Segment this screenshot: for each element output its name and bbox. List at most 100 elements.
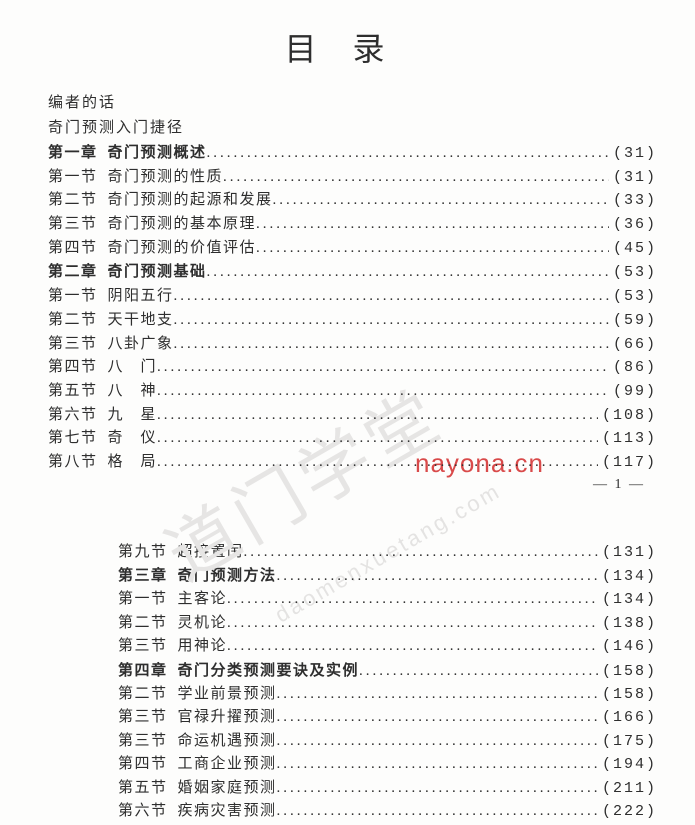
toc-page-number: (31): [609, 142, 657, 166]
toc-label: 第二节: [118, 612, 178, 635]
toc-row: 第九节超接置闰 (131): [118, 541, 657, 564]
toc-leader-dots: [157, 380, 609, 395]
toc-label: 第二节: [48, 309, 108, 333]
toc-leader-dots: [227, 635, 598, 650]
toc-leader-dots: [244, 541, 598, 556]
toc-label: 第三章: [118, 564, 178, 587]
toc-leader-dots: [227, 612, 598, 627]
toc-label: 第三节: [118, 730, 178, 753]
toc-text: 疾病灾害预测: [178, 800, 277, 823]
toc-label: 第七节: [48, 427, 108, 451]
toc-page-number: (86): [609, 356, 657, 380]
toc-leader-dots: [277, 730, 598, 745]
toc-row: 第五节婚姻家庭预测(211): [118, 777, 657, 800]
toc-page-number: (36): [609, 213, 657, 237]
toc-leader-dots: [174, 309, 609, 324]
toc-label: 第二章: [48, 260, 108, 284]
toc-text: 奇门预测的性质: [108, 166, 224, 190]
toc-row: 第一章奇门预测概述(31): [48, 141, 657, 166]
toc-label: 第一节: [48, 166, 108, 190]
toc-text: 八 神: [108, 380, 158, 404]
toc-label: 第五节: [48, 380, 108, 404]
toc-label: 第四节: [118, 753, 178, 776]
toc-page-number: (211): [598, 777, 657, 800]
toc-page-number: (45): [609, 237, 657, 261]
toc-text: 奇门预测概述: [108, 141, 207, 165]
toc-label: 第六节: [48, 404, 108, 428]
toc-leader-dots: [227, 588, 598, 603]
toc-text: 超接置闰: [178, 541, 244, 564]
toc-page-number: (194): [598, 753, 657, 776]
toc-text: 命运机遇预测: [178, 730, 277, 753]
toc-leader-dots: [277, 800, 598, 815]
toc-page-number: (99): [609, 380, 657, 404]
toc-leader-dots: [277, 753, 598, 768]
toc-text: 官禄升擢预测: [178, 706, 277, 729]
toc-row: 第一节奇门预测的性质 (31): [48, 166, 657, 190]
toc-leader-dots: [273, 189, 609, 204]
toc-leader-dots: [174, 285, 609, 300]
toc-leader-dots: [223, 166, 609, 181]
toc-text: 奇门分类预测要诀及实例: [178, 659, 360, 682]
toc-row: 第二节天干地支 (59): [48, 309, 657, 333]
toc-text: 灵机论: [178, 612, 228, 635]
toc-label: 第六节: [118, 800, 178, 823]
toc-page-number: (131): [598, 541, 657, 564]
toc-page-number: (175): [598, 730, 657, 753]
toc-row: 第八节格 局(117): [48, 451, 657, 475]
toc-text: 天干地支: [108, 309, 174, 333]
toc-page-number: (33): [609, 189, 657, 213]
toc-top-block: 第一章奇门预测概述(31)第一节奇门预测的性质(31)第二节奇门预测的起源和发展…: [48, 141, 657, 475]
toc-bottom-block: 第九节超接置闰(131)第三章奇门预测方法(134)第一节主客论(134)第二节…: [48, 541, 657, 825]
toc-row: 第六节九 星(108): [48, 404, 657, 428]
toc-row: 第一节主客论(134): [118, 588, 657, 611]
toc-text: 奇门预测的起源和发展: [108, 189, 273, 213]
toc-label: 第九节: [118, 541, 178, 564]
toc-leader-dots: [359, 660, 598, 675]
toc-label: 第四节: [48, 237, 108, 261]
toc-row: 第四节八 门(86): [48, 356, 657, 380]
toc-page-number: (117): [598, 451, 657, 475]
toc-leader-dots: [157, 404, 598, 419]
toc-row: 第三节命运机遇预测 (175): [118, 730, 657, 753]
toc-text: 八 门: [108, 356, 158, 380]
page-number-marker: — 1 —: [48, 477, 645, 493]
toc-page-number: (31): [609, 166, 657, 190]
toc-page-number: (53): [609, 261, 657, 285]
toc-text: 奇门预测的基本原理: [108, 213, 257, 237]
toc-page-number: (66): [609, 333, 657, 357]
toc-text: 八卦广象: [108, 333, 174, 357]
toc-label: 第三节: [48, 333, 108, 357]
toc-label: 第五节: [118, 777, 178, 800]
toc-text: 学业前景预测: [178, 683, 277, 706]
toc-row: 第二节学业前景预测(158): [118, 683, 657, 706]
toc-label: 第一节: [118, 588, 178, 611]
toc-leader-dots: [157, 356, 609, 371]
toc-row: 第四节奇门预测的价值评估(45): [48, 237, 657, 261]
toc-row: 第六节疾病灾害预测 (222): [118, 800, 657, 823]
toc-row: 第四章奇门分类预测要诀及实例 (158): [118, 659, 657, 683]
toc-leader-dots: [256, 237, 609, 252]
toc-label: 第二节: [118, 683, 178, 706]
toc-row: 第四节工商企业预测 (194): [118, 753, 657, 776]
toc-label: 第一节: [48, 285, 108, 309]
toc-leader-dots: [207, 261, 609, 276]
toc-page-number: (222): [598, 800, 657, 823]
toc-row: 第七节奇 仪(113): [48, 427, 657, 451]
toc-row: 第三节官禄升擢预测(166): [118, 706, 657, 729]
toc-text: 阴阳五行: [108, 285, 174, 309]
toc-row: 第三节八卦广象 (66): [48, 333, 657, 357]
toc-text: 主客论: [178, 588, 228, 611]
toc-row: 第二章奇门预测基础(53): [48, 260, 657, 285]
toc-label: 第四章: [118, 659, 178, 682]
toc-page-number: (53): [609, 285, 657, 309]
toc-page-number: (158): [598, 660, 657, 683]
toc-page-number: (59): [609, 309, 657, 333]
toc-row: 第三节用神论(146): [118, 635, 657, 658]
toc-leader-dots: [157, 427, 598, 442]
toc-text: 格 局: [108, 451, 158, 475]
toc-text: 工商企业预测: [178, 753, 277, 776]
toc-label: 第三节: [118, 635, 178, 658]
toc-page-number: (138): [598, 612, 657, 635]
toc-row: 第三章奇门预测方法(134): [118, 564, 657, 588]
